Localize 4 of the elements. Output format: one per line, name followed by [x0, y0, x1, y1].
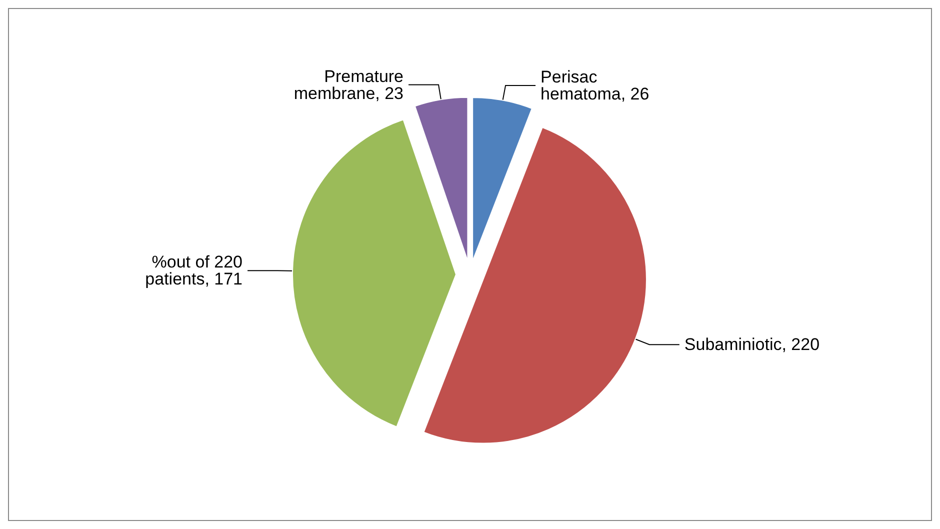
slice-label: %out of 220 patients, 171 [145, 252, 243, 289]
slice-label: Perisac hematoma, 26 [540, 68, 650, 104]
slice-label: Premature membrane, 23 [294, 66, 404, 103]
slice-label: Subaminiotic, 220 [684, 335, 820, 354]
